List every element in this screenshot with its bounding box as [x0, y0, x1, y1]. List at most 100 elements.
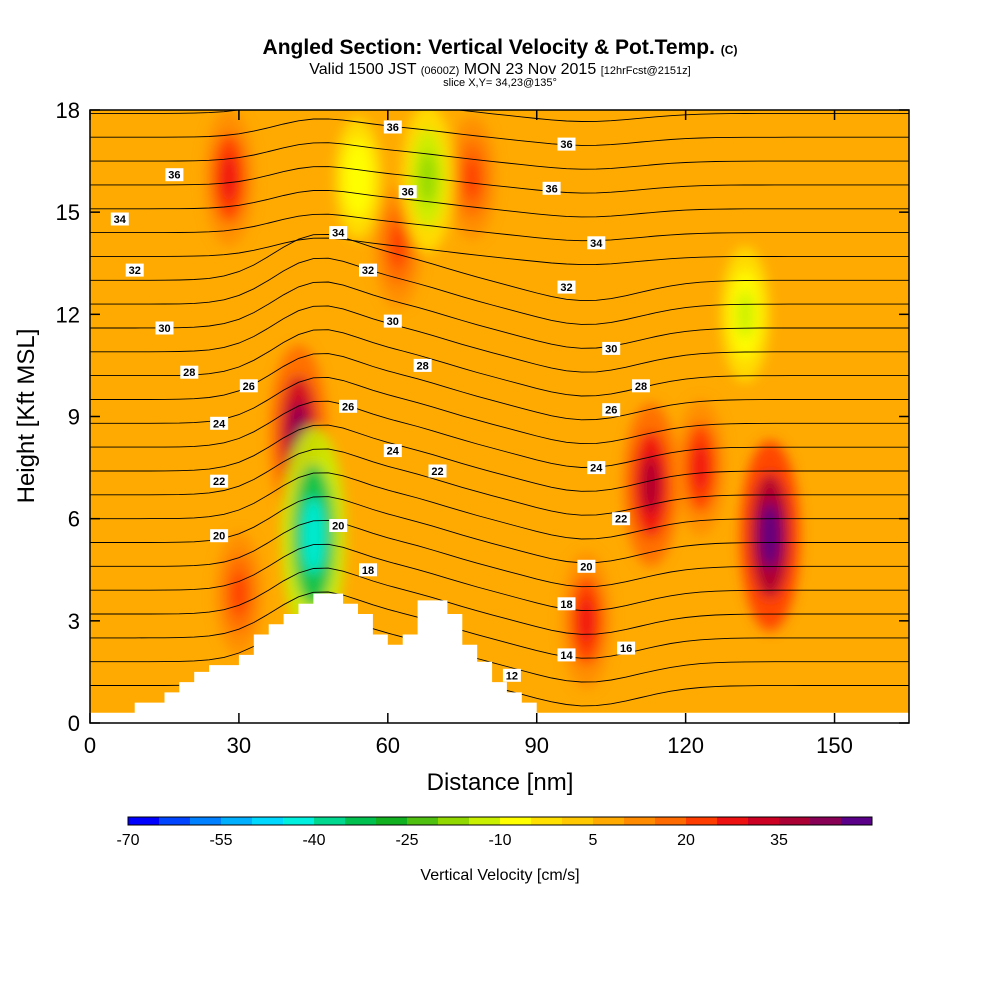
colorbar-swatch: [500, 817, 532, 825]
colorbar-tick-label: -40: [302, 832, 325, 849]
colorbar-tick-label: -55: [209, 832, 232, 849]
contour-label: 30: [155, 321, 174, 335]
contour-label-text: 30: [605, 343, 617, 355]
title-unit: (C): [720, 43, 738, 57]
contour-label-text: 12: [506, 670, 518, 682]
colorbar-swatch: [190, 817, 222, 825]
plot-area: 36 36 36 36 36 34 34 34 32 32 32 30 30 30 28 28 28 26 26 26…: [90, 71, 909, 723]
colorbar-swatch: [376, 817, 408, 825]
colorbar-swatch: [252, 817, 284, 825]
theta-contour: [90, 424, 909, 492]
contour-label-box: [587, 461, 606, 475]
contour-label-text: 22: [431, 466, 443, 478]
colorbar-tick-label: -70: [116, 832, 139, 849]
contour-label: 12: [502, 668, 521, 682]
theta-contour: [90, 591, 909, 659]
contour-label: 36: [542, 181, 561, 195]
theta-contour: [90, 257, 909, 325]
x-tick-label: 150: [816, 733, 853, 758]
contour-label-text: 28: [183, 367, 195, 379]
y-axis-label: Height [Kft MSL]: [13, 329, 40, 504]
contour-label-text: 30: [158, 323, 170, 335]
contour-label-text: 20: [580, 561, 592, 573]
contour-label: 22: [428, 464, 447, 478]
theta-contour: [90, 71, 909, 98]
contour-label-box: [359, 263, 377, 277]
contour-label-box: [557, 648, 576, 662]
contour-label-text: 18: [560, 599, 572, 611]
contour-label-text: 22: [213, 476, 225, 488]
contour-label-text: 18: [362, 565, 374, 577]
colorbar-swatch: [748, 817, 780, 825]
colorbar-swatch: [531, 817, 563, 825]
colorbar-swatch: [314, 817, 346, 825]
colorbar-swatch: [469, 817, 501, 825]
contour-label-box: [587, 236, 606, 250]
colorbar-swatch: [562, 817, 594, 825]
contour-label-text: 20: [332, 521, 344, 533]
contour-label-box: [110, 212, 129, 226]
contour-label-box: [125, 263, 144, 277]
colorbar-swatch: [345, 817, 377, 825]
contour-label-box: [632, 379, 650, 393]
contour-label-box: [617, 641, 636, 655]
contour-label-text: 30: [387, 316, 399, 328]
valid-utc: (0600Z): [420, 65, 460, 77]
colorbar-swatch: [717, 817, 749, 825]
contour-label: 20: [329, 519, 348, 533]
colorbar-swatch: [624, 817, 656, 825]
theta-contour: [90, 305, 909, 373]
x-tick-label: 30: [227, 733, 251, 758]
contour-label-text: 36: [545, 183, 557, 195]
contour-label-text: 24: [590, 463, 603, 475]
y-tick-label: 0: [68, 711, 80, 736]
title-text: Angled Section: Vertical Velocity & Pot.…: [262, 36, 715, 59]
contour-label: 36: [557, 137, 576, 151]
contour-label: 24: [210, 416, 229, 430]
contour-label: 18: [557, 597, 576, 611]
contour-label: 32: [359, 263, 377, 277]
colorbar-swatch: [779, 817, 811, 825]
contour-label-box: [557, 280, 576, 294]
contour-label-box: [612, 512, 631, 526]
colorbar-swatch: [841, 817, 873, 825]
valid-date: MON 23 Nov 2015: [463, 61, 597, 78]
contour-label-box: [602, 403, 621, 417]
contour-label-box: [180, 365, 199, 379]
contour-label: 16: [617, 641, 636, 655]
velocity-blob: [220, 154, 238, 202]
slice-label: slice X,Y= 34,23@135°: [443, 77, 557, 89]
contour-label-box: [502, 668, 521, 682]
contour-label-box: [383, 120, 402, 134]
contour-label: 34: [329, 226, 348, 240]
colorbar-tick-label: 35: [770, 832, 788, 849]
contour-label: 32: [557, 280, 576, 294]
contour-label: 20: [210, 529, 229, 543]
contour-label: 30: [602, 341, 621, 355]
colorbar-swatch: [655, 817, 687, 825]
contour-label: 28: [180, 365, 199, 379]
theta-contour: [90, 519, 909, 588]
contour-label: 32: [125, 263, 144, 277]
colorbar-tick-label: -10: [488, 832, 511, 849]
contour-label-text: 36: [560, 139, 572, 151]
contour-label-text: 26: [605, 405, 617, 417]
velocity-blob: [349, 156, 367, 200]
contour-label-text: 16: [620, 643, 632, 655]
y-tick-label: 12: [56, 302, 80, 327]
y-tick-label: 18: [56, 98, 80, 123]
theta-contour: [90, 213, 909, 242]
contour-label-text: 32: [362, 265, 374, 277]
colorbar-swatch: [686, 817, 718, 825]
colorbar-swatch: [810, 817, 842, 825]
contour-label-box: [557, 137, 576, 151]
theta-contour: [90, 189, 909, 218]
contour-label: 28: [632, 379, 650, 393]
theta-contour: [90, 233, 909, 302]
colorbar-tick-label: 5: [589, 832, 598, 849]
velocity-blob: [577, 596, 596, 645]
theta-contour: [90, 615, 909, 683]
theta-contour: [90, 543, 909, 611]
